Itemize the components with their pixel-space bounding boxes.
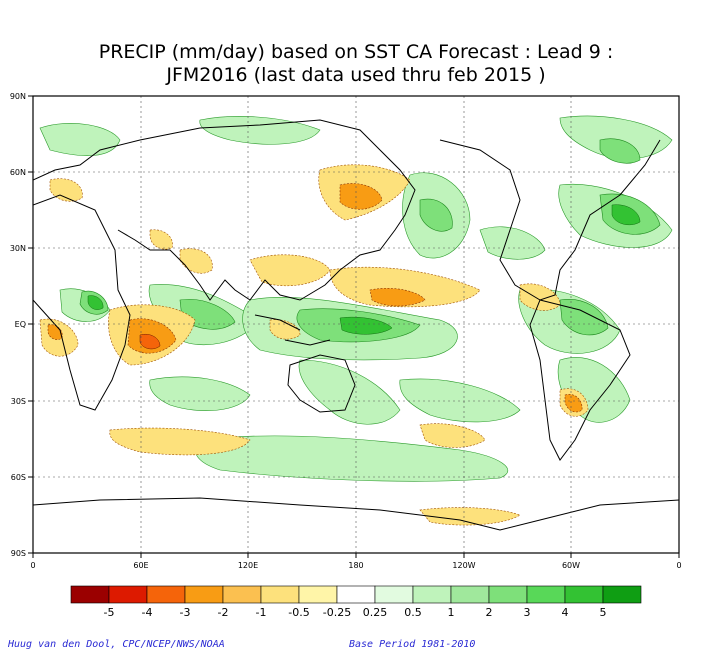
legend-swatch (222, 585, 262, 604)
legend-swatch (412, 585, 452, 604)
legend-swatch (108, 585, 148, 604)
legend-label: -0.25 (323, 606, 351, 619)
legend-swatch (184, 585, 224, 604)
lon-label: 0 (30, 561, 35, 570)
lat-label: EQ (15, 320, 26, 329)
legend-swatch (146, 585, 186, 604)
legend-label: 5 (600, 606, 607, 619)
base-period-note: Base Period 1981-2010 (349, 639, 476, 650)
latitude-labels: 90N 60N 30N EQ 30S 60S 90S (10, 92, 26, 558)
lat-label: 60S (11, 473, 26, 482)
dry-strong-field (139, 334, 161, 350)
lon-label: 60W (562, 561, 580, 570)
lat-label: 30S (11, 397, 26, 406)
anomaly-fields (39, 115, 673, 526)
coastlines (33, 119, 679, 531)
lon-label: 180 (348, 561, 363, 570)
dry-light-field (39, 164, 589, 526)
lon-label: 120W (452, 561, 475, 570)
author-credit: Huug van den Dool, CPC/NCEP/NWS/NOAA (8, 639, 225, 650)
map-title-line-2: JFM2016 (last data used thru feb 2015 ) (166, 64, 546, 86)
lat-label: 90N (10, 92, 26, 101)
longitude-labels: 0 60E 120E 180 120W 60W 0 (30, 561, 681, 570)
lon-label: 60E (133, 561, 148, 570)
legend-swatch (298, 585, 338, 604)
legend-swatch (336, 585, 376, 604)
lat-label: 90S (11, 549, 26, 558)
lat-label: 60N (10, 168, 26, 177)
legend-swatch (374, 585, 414, 604)
legend-label: -4 (142, 606, 153, 619)
legend-label: 2 (486, 606, 493, 619)
legend-label: -2 (218, 606, 229, 619)
legend-label: -0.5 (288, 606, 309, 619)
wet-strong-field (87, 204, 641, 335)
map-title-line-1: PRECIP (mm/day) based on SST CA Forecast… (98, 41, 614, 63)
dry-medium-field (47, 183, 583, 413)
legend-label: -1 (256, 606, 267, 619)
legend-swatch (70, 585, 110, 604)
lat-label: 30N (10, 244, 26, 253)
legend-swatch (260, 585, 300, 604)
legend-label: 3 (524, 606, 531, 619)
legend-label: 1 (448, 606, 455, 619)
legend-label: -3 (180, 606, 191, 619)
legend-swatch (488, 585, 528, 604)
axis-ticks (28, 95, 680, 558)
grid (33, 96, 679, 553)
legend-label: 4 (562, 606, 569, 619)
legend-swatch (526, 585, 566, 604)
legend-label: 0.5 (404, 606, 422, 619)
color-legend: -5 -4 -3 -2 -1 -0.5 -0.25 0.25 0.5 1 2 3… (70, 585, 642, 619)
lon-label: 120E (238, 561, 258, 570)
legend-swatch (602, 585, 642, 604)
legend-label: 0.25 (363, 606, 388, 619)
legend-swatch (564, 585, 604, 604)
lon-label: 0 (676, 561, 681, 570)
legend-swatch (450, 585, 490, 604)
legend-label: -5 (104, 606, 115, 619)
